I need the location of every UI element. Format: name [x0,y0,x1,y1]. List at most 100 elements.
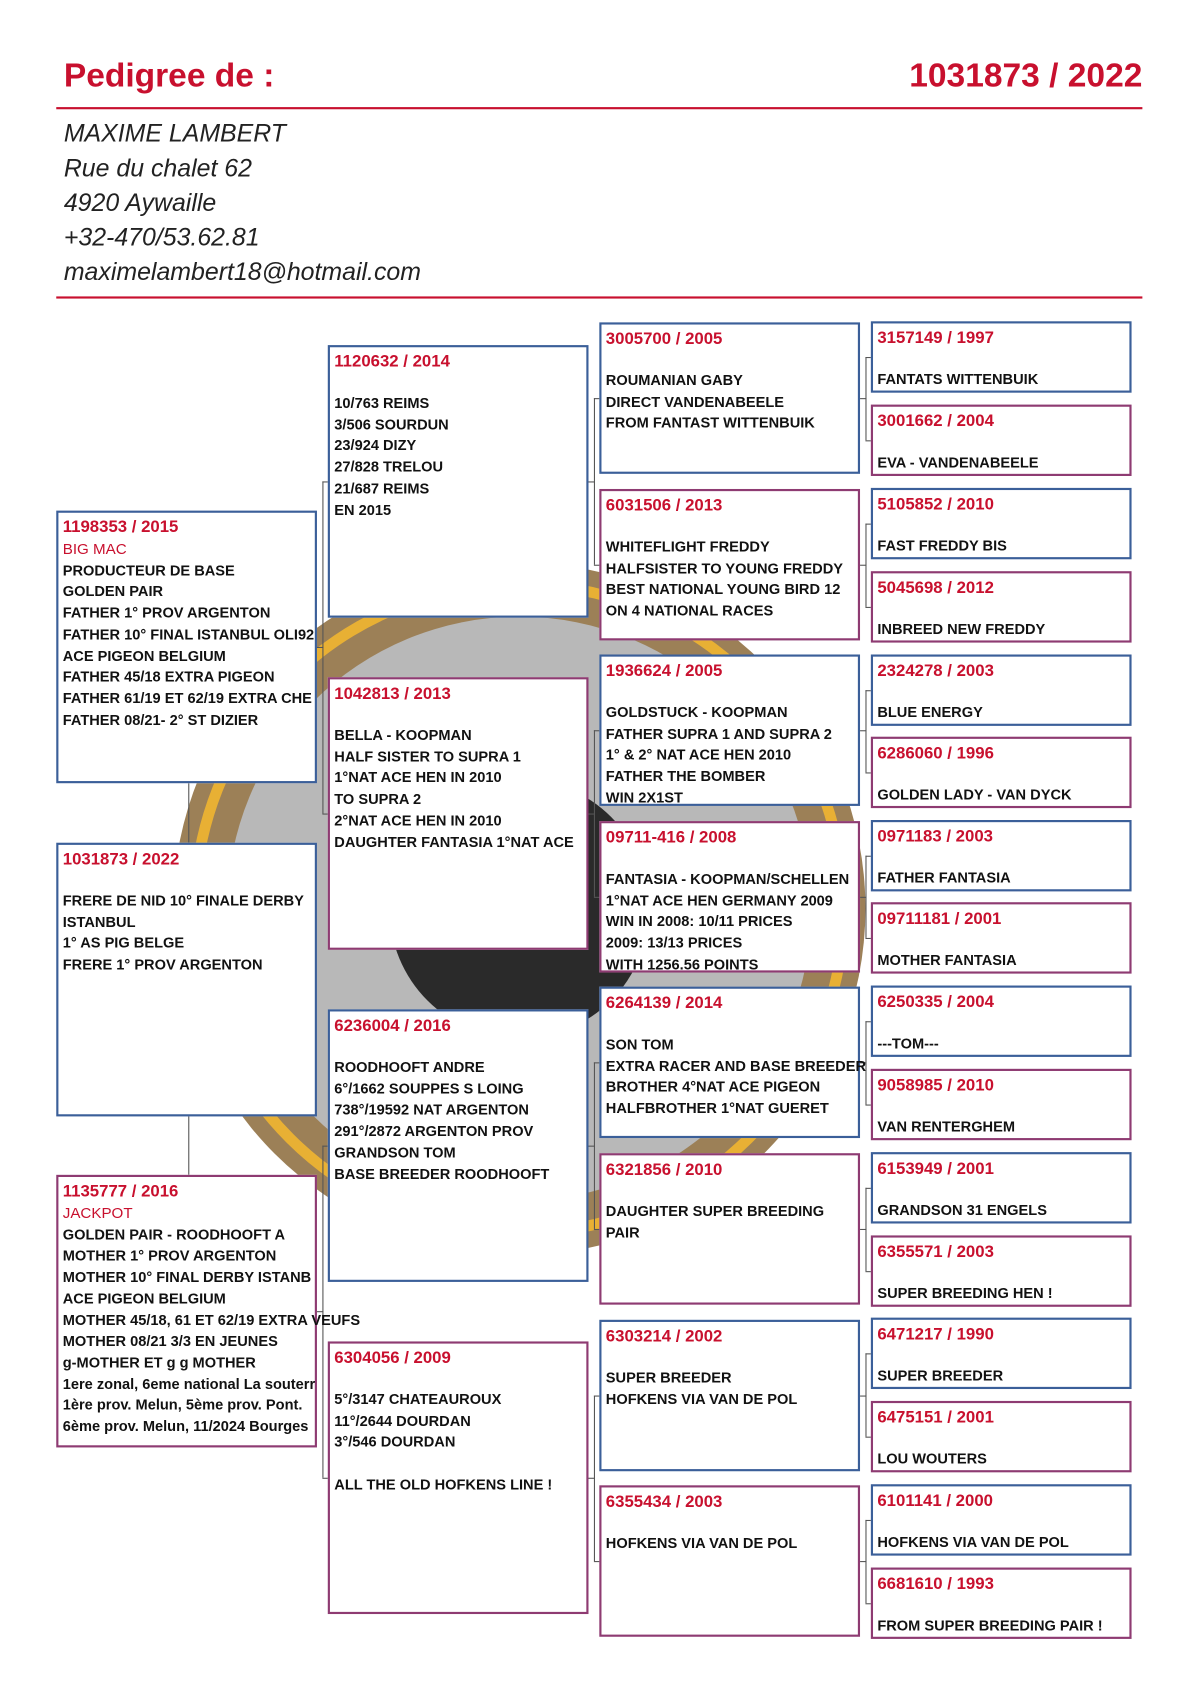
connector [322,1145,329,1147]
divider [56,107,1143,110]
info-line: GOLDSTUCK - KOOPMAN [605,704,788,721]
info-line: ACE PIGEON BELGIUM [62,1290,226,1307]
info-line: WITH 1256.56 POINTS [605,956,759,973]
pedigree-box: 6153949 / 2001 GRANDSON 31 ENGELS [870,1152,1132,1224]
pedigree-box: 1936624 / 2005 GOLDSTUCK - KOOPMAN FATHER … [599,654,861,806]
connector [865,690,867,773]
spacer [877,765,1129,784]
info-line: FANTASIA - KOOPMAN/SCHELLEN [605,870,850,888]
pedigree-box: 5105852 / 2010 FAST FREDDY BIS [870,487,1132,560]
connector [860,1395,867,1397]
ring-number: 6471217 / 1990 [877,1325,994,1344]
spacer [877,599,1129,618]
spacer [877,516,1129,535]
connector [860,1062,867,1064]
connector [593,1228,601,1231]
ring-number: 9058985 / 2010 [877,1076,994,1095]
info-line: 23/924 DIZY [334,437,417,454]
spacer [606,1015,858,1034]
connector [188,783,190,843]
info-note: ALL THE OLD HOFKENS LINE ! [334,1476,553,1494]
info-line: GOLDEN LADY - VAN DYCK [877,786,1072,803]
info-line: HOFKENS VIA VAN DE POL [877,1533,1069,1551]
info-line: FANTATS WITTENBUIK [877,371,1039,388]
connector [588,1477,595,1479]
info-line: EXTRA RACER AND BASE BREEDER [605,1057,867,1074]
ring-number: 5045698 / 2012 [877,578,994,598]
ring-number: 6355571 / 2003 [877,1242,994,1262]
info-line: 1° & 2° NAT ACE HEN 2010 [605,746,792,764]
pedigree-box: 3005700 / 2005 ROUMANIAN GABY DIRECT VANDE… [599,322,861,474]
pedigree-box: 6304056 / 2009 5°/3147 CHATEAUROUX 11°/264… [327,1341,589,1615]
pedigree-box: 09711-416 / 2008 FANTASIA - KOOPMAN/SCHEL… [599,821,861,973]
info-line: FROM FANTAST WITTENBUIK [605,414,815,431]
info-line: HOFKENS VIA VAN DE POL [605,1535,798,1552]
spacer [606,517,858,536]
info-line: EN 2015 [334,501,392,518]
ring-number: 6355434 / 2003 [605,1492,723,1512]
ring-number: 1031873 / 2022 [909,56,1143,95]
info-line: MOTHER 10° FINAL DERBY ISTANB [62,1269,312,1286]
pedigree-box: 5045698 / 2012 INBREED NEW FREDDY [870,571,1132,643]
info-line: EVA - VANDENABEELE [877,454,1039,471]
spacer [606,683,858,702]
info-line: GOLDEN PAIR - ROODHOOFT A [62,1226,286,1243]
info-line: ROUMANIAN GABY [605,372,743,389]
info-line: FATHER 45/18 EXTRA PIGEON [62,668,275,685]
spacer [877,1512,1129,1531]
pedigree-box: 09711181 / 2001 MOTHER FANTASIA [870,902,1132,974]
connector [322,813,329,815]
connector [322,1477,329,1479]
info-line: ROODHOOFT ANDRE [334,1059,485,1076]
ring-number: 1042813 / 2013 [334,684,451,704]
connector [593,730,601,732]
spacer [877,349,1129,368]
pedigree-box: 1042813 / 2013 BELLA - KOOPMAN HALF SISTER… [327,677,589,950]
connector [865,1603,872,1605]
bird-name: JACKPOT [62,1204,133,1222]
ring-number: 6321856 / 2010 [605,1160,723,1180]
info-line: MOTHER 1° PROV ARGENTON [62,1247,277,1264]
info-line: 1°NAT ACE HEN IN 2010 [334,769,502,786]
spacer [877,848,1129,867]
info-line: 3/506 SOURDUN [334,416,449,433]
info-line: 3°/546 DOURDAN [334,1433,456,1451]
connector [865,356,872,359]
info-line: g-MOTHER ET g g MOTHER [62,1354,256,1371]
connector [593,564,601,566]
info-line: WIN IN 2008: 10/11 PRICES [605,913,793,930]
connector [865,1271,872,1273]
divider [56,296,1143,299]
connector [316,1311,324,1313]
pedigree-box: 6475151 / 2001 LOU WOUTERS [870,1400,1132,1473]
info-line: FRERE 1° PROV ARGENTON [62,956,263,973]
connector [316,646,324,648]
connector [865,606,872,608]
ring-number: 09711-416 / 2008 [605,828,737,848]
connector [593,1395,601,1397]
pedigree-box: 6236004 / 2016 ROODHOOFT ANDRE 6°/1662 SOU… [327,1009,589,1282]
info-line: HALFBROTHER 1°NAT GUERET [605,1100,829,1117]
pedigree-box: 6303214 / 2002 SUPER BREEDER HOFKENS VIA V… [599,1319,861,1472]
info-line: PRODUCTEUR DE BASE [62,562,235,579]
info-line: TO SUPRA 2 [334,790,422,808]
spacer [606,849,858,868]
info-line: ISTANBUL [62,913,136,931]
owner-line: 4920 Aywaille [63,188,217,217]
info-line: 1ère prov. Melun, 5ème prov. Pont. [62,1396,303,1414]
connector [588,1145,595,1147]
spacer [334,373,586,392]
connector [865,1187,872,1189]
info-line: 2009: 13/13 PRICES [605,934,743,952]
pedigree-box: 1198353 / 2015 BIG MAC PRODUCTEUR DE BASE G… [56,510,317,784]
connector [865,855,872,857]
info-line: DIRECT VANDENABEELE [605,393,785,410]
spacer [877,930,1129,949]
owner-line: MAXIME LAMBERT [63,118,286,148]
info-line: FATHER 10° FINAL ISTANBUL OLI92 [62,626,315,643]
ring-number: 6681610 / 1993 [877,1575,994,1594]
info-line: 1ere zonal, 6eme national La souterr [62,1375,316,1392]
connector [593,398,595,565]
connector [593,1561,601,1563]
info-line: ACE PIGEON BELGIUM [62,647,226,664]
